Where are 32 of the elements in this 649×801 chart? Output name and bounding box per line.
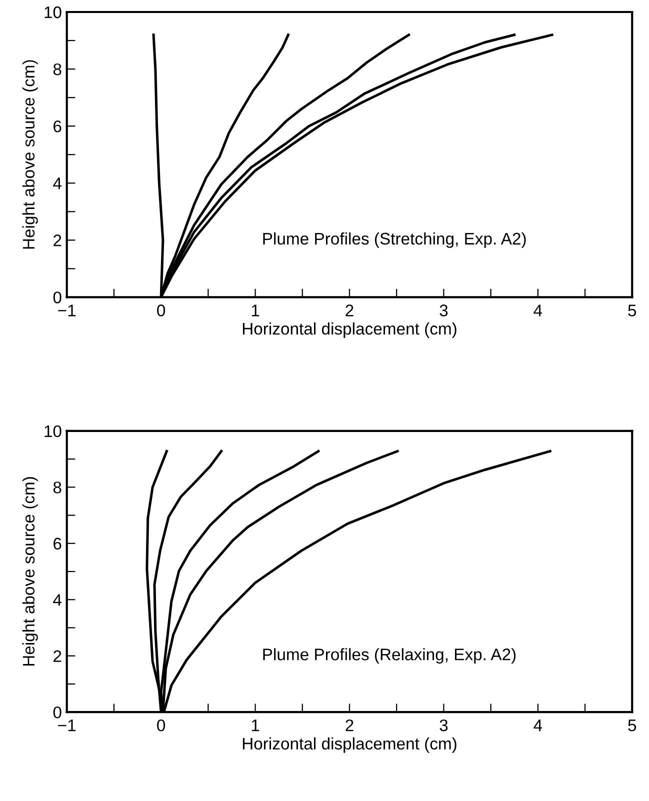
y-tick-label: 6 (54, 538, 62, 550)
y-tick-label: 10 (44, 425, 62, 438)
annotation: Plume Profiles (Relaxing, Exp. A2) (263, 648, 516, 664)
x-tick-label: 1 (252, 304, 260, 316)
x-tick-label: 5 (628, 304, 636, 316)
x-tick-label: 0 (157, 304, 166, 316)
y-tick-label: 2 (54, 234, 62, 246)
x-axis-title: Horizontal displacement (cm) (242, 322, 456, 338)
y-tick-label: 8 (53, 482, 62, 494)
x-tick-label: 3 (440, 304, 448, 316)
x-tick-label: −1 (58, 720, 76, 732)
x-axis-title: Horizontal displacement (cm) (242, 737, 456, 753)
x-tick-label: 5 (628, 720, 636, 732)
y-tick-label: 0 (53, 706, 62, 718)
x-tick-label: 2 (346, 304, 354, 316)
annotation: Plume Profiles (Stretching, Exp. A2) (263, 232, 526, 248)
x-tick-label: 1 (252, 720, 260, 732)
y-tick-label: 10 (44, 6, 62, 18)
x-tick-label: 2 (346, 719, 354, 732)
x-tick-label: 3 (440, 719, 448, 732)
y-axis-title: Height above source (cm) (22, 60, 38, 249)
y-tick-label: 4 (53, 594, 62, 606)
y-tick-label: 2 (54, 650, 62, 662)
x-tick-label: 0 (157, 719, 166, 732)
y-tick-label: 6 (54, 120, 62, 132)
y-tick-label: 0 (53, 292, 62, 304)
x-tick-label: 4 (534, 304, 542, 316)
y-axis-title: Height above source (cm) (22, 477, 38, 666)
x-tick-label: 4 (534, 720, 542, 732)
y-tick-label: 8 (53, 63, 62, 76)
y-tick-label: 4 (53, 178, 62, 190)
x-tick-label: −1 (58, 304, 76, 316)
